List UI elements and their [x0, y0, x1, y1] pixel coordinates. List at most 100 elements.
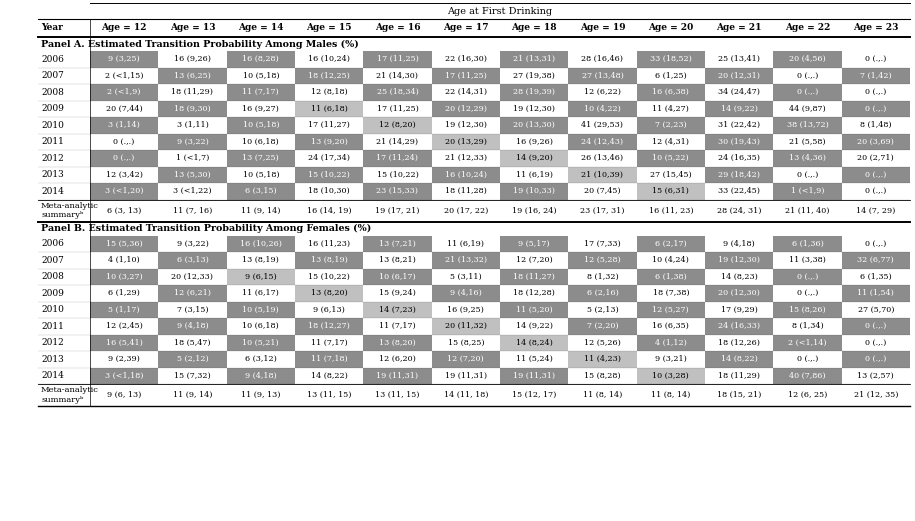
Bar: [90, 150, 158, 167]
Text: 4 (1,12): 4 (1,12): [655, 339, 687, 347]
Text: 19 (17, 21): 19 (17, 21): [375, 206, 420, 215]
Text: 27 (15,45): 27 (15,45): [650, 171, 692, 179]
Bar: [295, 68, 363, 84]
Text: 15 (7,32): 15 (7,32): [174, 372, 210, 380]
Bar: [227, 302, 295, 318]
Text: 2007: 2007: [41, 256, 64, 265]
Text: 20 (12,33): 20 (12,33): [171, 273, 213, 281]
Bar: [90, 334, 158, 351]
Text: 2013: 2013: [41, 355, 64, 364]
Text: 13 (8,21): 13 (8,21): [379, 256, 416, 264]
Text: 2012: 2012: [41, 154, 64, 163]
Text: 2007: 2007: [41, 71, 64, 80]
Bar: [773, 51, 842, 68]
Bar: [842, 133, 910, 150]
Text: Age = 14: Age = 14: [238, 23, 284, 32]
Text: 6 (3,15): 6 (3,15): [245, 187, 276, 195]
Text: 14 (7,23): 14 (7,23): [379, 306, 416, 314]
Text: 11 (7,17): 11 (7,17): [242, 88, 279, 96]
Text: 18 (12,25): 18 (12,25): [308, 72, 350, 80]
Bar: [500, 268, 568, 285]
Text: 0 (.,.): 0 (.,.): [797, 171, 818, 179]
Text: 28 (19,39): 28 (19,39): [513, 88, 555, 96]
Text: 32 (6,77): 32 (6,77): [857, 256, 894, 264]
Text: 17 (11,24): 17 (11,24): [376, 154, 418, 162]
Text: Panel B. Estimated Transition Probability Among Females (%): Panel B. Estimated Transition Probabilit…: [41, 224, 371, 233]
Text: 16 (5,41): 16 (5,41): [106, 339, 143, 347]
Bar: [363, 268, 432, 285]
Text: 19 (11,31): 19 (11,31): [376, 372, 418, 380]
Text: 12 (7,20): 12 (7,20): [516, 256, 553, 264]
Bar: [637, 84, 705, 101]
Text: 2014: 2014: [41, 187, 64, 196]
Text: 3 (1,11): 3 (1,11): [177, 121, 209, 129]
Bar: [227, 235, 295, 252]
Text: 5 (3,11): 5 (3,11): [450, 273, 481, 281]
Text: 15 (10,22): 15 (10,22): [308, 171, 350, 179]
Text: 15 (12, 17): 15 (12, 17): [512, 391, 556, 399]
Text: 10 (6,18): 10 (6,18): [242, 138, 279, 146]
Text: 18 (7,38): 18 (7,38): [652, 289, 689, 297]
Text: 10 (4,24): 10 (4,24): [652, 256, 689, 264]
Text: 31 (22,42): 31 (22,42): [718, 121, 760, 129]
Bar: [90, 117, 158, 133]
Bar: [158, 252, 227, 268]
Text: 16 (6,35): 16 (6,35): [652, 322, 689, 330]
Text: 20 (7,44): 20 (7,44): [106, 105, 143, 113]
Text: 20 (2,71): 20 (2,71): [857, 154, 894, 162]
Bar: [705, 133, 773, 150]
Bar: [568, 351, 637, 367]
Text: 10 (5,21): 10 (5,21): [242, 339, 279, 347]
Text: 6 (3,13): 6 (3,13): [177, 256, 209, 264]
Bar: [158, 351, 227, 367]
Text: 17 (11,25): 17 (11,25): [377, 105, 418, 113]
Text: 25 (18,34): 25 (18,34): [377, 88, 418, 96]
Text: 13 (8,20): 13 (8,20): [379, 339, 416, 347]
Text: Age = 15: Age = 15: [307, 23, 352, 32]
Text: 9 (3,25): 9 (3,25): [108, 55, 140, 63]
Text: 28 (16,46): 28 (16,46): [582, 55, 623, 63]
Text: 6 (3, 13): 6 (3, 13): [107, 206, 141, 215]
Bar: [158, 133, 227, 150]
Text: 7 (3,15): 7 (3,15): [177, 306, 209, 314]
Text: 10 (6,18): 10 (6,18): [242, 322, 279, 330]
Text: 0 (.,.): 0 (.,.): [797, 273, 818, 281]
Text: 20 (7,45): 20 (7,45): [584, 187, 620, 195]
Text: 18 (10,30): 18 (10,30): [308, 187, 350, 195]
Text: 21 (5,58): 21 (5,58): [789, 138, 826, 146]
Bar: [295, 285, 363, 302]
Text: 11 (4,27): 11 (4,27): [652, 105, 689, 113]
Bar: [227, 84, 295, 101]
Text: Age = 19: Age = 19: [580, 23, 625, 32]
Bar: [500, 302, 568, 318]
Text: 12 (6, 25): 12 (6, 25): [788, 391, 827, 399]
Text: 16 (14, 19): 16 (14, 19): [307, 206, 351, 215]
Text: 44 (9,87): 44 (9,87): [789, 105, 826, 113]
Bar: [363, 51, 432, 68]
Text: 14 (9,22): 14 (9,22): [721, 105, 758, 113]
Text: 2006: 2006: [41, 239, 64, 248]
Bar: [637, 334, 705, 351]
Text: 11 (9, 14): 11 (9, 14): [241, 206, 281, 215]
Text: 17 (7,33): 17 (7,33): [584, 240, 621, 248]
Text: 12 (5,26): 12 (5,26): [584, 339, 621, 347]
Text: Meta-analytic
summaryᵇ: Meta-analytic summaryᵇ: [41, 202, 99, 219]
Text: 11 (5,24): 11 (5,24): [516, 355, 553, 363]
Text: 21 (12,33): 21 (12,33): [445, 154, 487, 162]
Bar: [432, 167, 500, 183]
Text: 23 (15,33): 23 (15,33): [376, 187, 418, 195]
Text: 16 (8,28): 16 (8,28): [242, 55, 279, 63]
Text: 18 (12,26): 18 (12,26): [718, 339, 760, 347]
Text: 2008: 2008: [41, 88, 64, 97]
Bar: [568, 68, 637, 84]
Text: 0 (.,.): 0 (.,.): [797, 88, 818, 96]
Text: 17 (11,25): 17 (11,25): [377, 55, 418, 63]
Text: 17 (9,29): 17 (9,29): [721, 306, 758, 314]
Text: 20 (11,32): 20 (11,32): [445, 322, 487, 330]
Bar: [158, 318, 227, 334]
Bar: [705, 167, 773, 183]
Text: 20 (12,31): 20 (12,31): [718, 72, 760, 80]
Text: Panel A. Estimated Transition Probability Among Males (%): Panel A. Estimated Transition Probabilit…: [41, 40, 359, 48]
Text: 2012: 2012: [41, 338, 64, 348]
Text: 9 (4,16): 9 (4,16): [450, 289, 482, 297]
